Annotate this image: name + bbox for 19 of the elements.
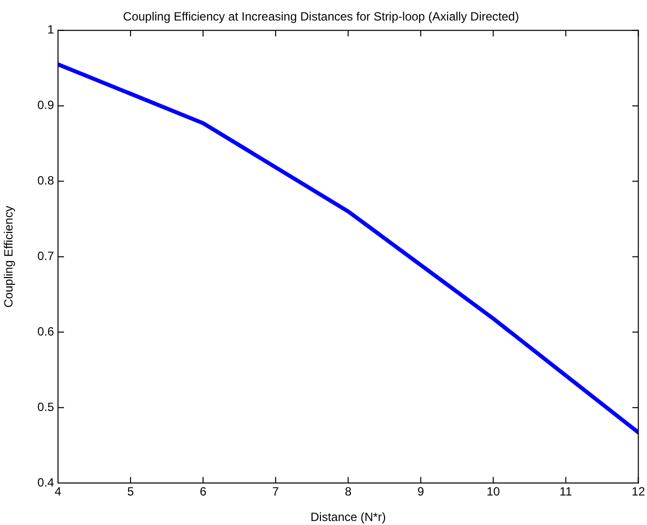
- y-tick-label: 0.9: [37, 98, 54, 112]
- x-axis-title: Distance (N*r): [310, 510, 386, 524]
- y-tick-label: 0.4: [37, 475, 54, 490]
- x-tick-label: 11: [560, 484, 572, 499]
- x-tick-label: 5: [127, 484, 134, 499]
- y-tick-label: 0.8: [37, 174, 54, 188]
- x-tick-label: 4: [54, 484, 62, 499]
- x-tick-label: 10: [486, 484, 500, 499]
- x-tick-label: 8: [344, 484, 352, 499]
- x-tick-label: 9: [417, 484, 424, 499]
- y-axis-title: Coupling Efficiency: [2, 206, 16, 308]
- y-tick-label: 0.5: [37, 400, 54, 414]
- chart-title: Coupling Efficiency at Increasing Distances for Strip-loop (Axially Directed): [123, 10, 519, 24]
- x-tick-label: 7: [272, 484, 280, 499]
- x-tick-label: 6: [200, 484, 207, 499]
- y-tick-label: 0.6: [37, 324, 54, 338]
- y-tick-label: 1: [47, 22, 54, 37]
- x-tick-label: 12: [632, 484, 646, 499]
- y-tick-label: 0.7: [37, 249, 54, 264]
